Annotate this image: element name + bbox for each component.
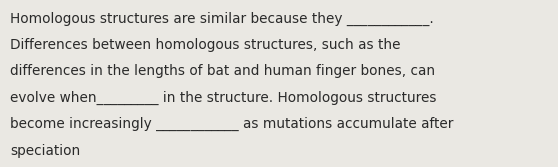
Text: speciation: speciation: [10, 144, 80, 158]
Text: differences in the lengths of bat and human finger bones, can: differences in the lengths of bat and hu…: [10, 64, 435, 78]
Text: become increasingly ____________ as mutations accumulate after: become increasingly ____________ as muta…: [10, 117, 454, 131]
Text: evolve when_________ in the structure. Homologous structures: evolve when_________ in the structure. H…: [10, 91, 436, 105]
Text: Differences between homologous structures, such as the: Differences between homologous structure…: [10, 38, 401, 52]
Text: Homologous structures are similar because they ____________.: Homologous structures are similar becaus…: [10, 12, 434, 26]
